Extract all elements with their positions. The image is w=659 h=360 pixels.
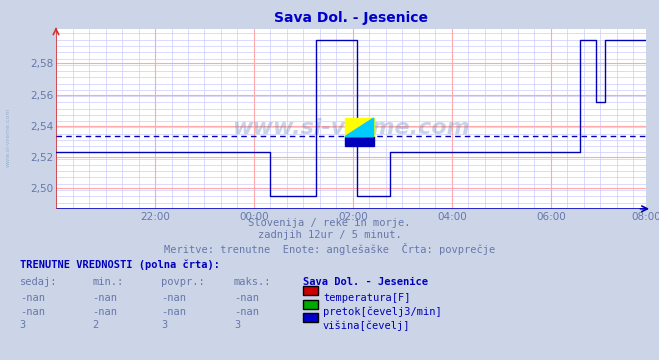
Text: -nan: -nan: [161, 307, 186, 317]
Title: Sava Dol. - Jesenice: Sava Dol. - Jesenice: [274, 11, 428, 25]
Text: zadnjih 12ur / 5 minut.: zadnjih 12ur / 5 minut.: [258, 230, 401, 240]
Text: temperatura[F]: temperatura[F]: [323, 293, 411, 303]
Text: Sava Dol. - Jesenice: Sava Dol. - Jesenice: [303, 277, 428, 287]
Text: višina[čevelj]: višina[čevelj]: [323, 320, 411, 331]
Text: Meritve: trenutne  Enote: anglešaške  Črta: povprečje: Meritve: trenutne Enote: anglešaške Črta…: [164, 243, 495, 255]
Text: -nan: -nan: [20, 293, 45, 303]
Text: www.si-vreme.com: www.si-vreme.com: [5, 107, 11, 167]
Text: min.:: min.:: [92, 277, 123, 287]
Text: -nan: -nan: [234, 293, 259, 303]
Text: povpr.:: povpr.:: [161, 277, 205, 287]
Bar: [345, 137, 374, 146]
Bar: [345, 118, 374, 137]
Text: Slovenija / reke in morje.: Slovenija / reke in morje.: [248, 218, 411, 228]
Text: 2: 2: [92, 320, 98, 330]
Polygon shape: [345, 118, 374, 137]
Text: -nan: -nan: [92, 293, 117, 303]
Text: 3: 3: [20, 320, 26, 330]
Text: sedaj:: sedaj:: [20, 277, 57, 287]
Text: -nan: -nan: [161, 293, 186, 303]
Text: pretok[čevelj3/min]: pretok[čevelj3/min]: [323, 307, 442, 317]
Text: TRENUTNE VREDNOSTI (polna črta):: TRENUTNE VREDNOSTI (polna črta):: [20, 259, 219, 270]
Text: 3: 3: [234, 320, 240, 330]
Text: www.si-vreme.com: www.si-vreme.com: [232, 118, 470, 138]
Text: -nan: -nan: [20, 307, 45, 317]
Text: -nan: -nan: [92, 307, 117, 317]
Text: maks.:: maks.:: [234, 277, 272, 287]
Text: -nan: -nan: [234, 307, 259, 317]
Text: 3: 3: [161, 320, 167, 330]
